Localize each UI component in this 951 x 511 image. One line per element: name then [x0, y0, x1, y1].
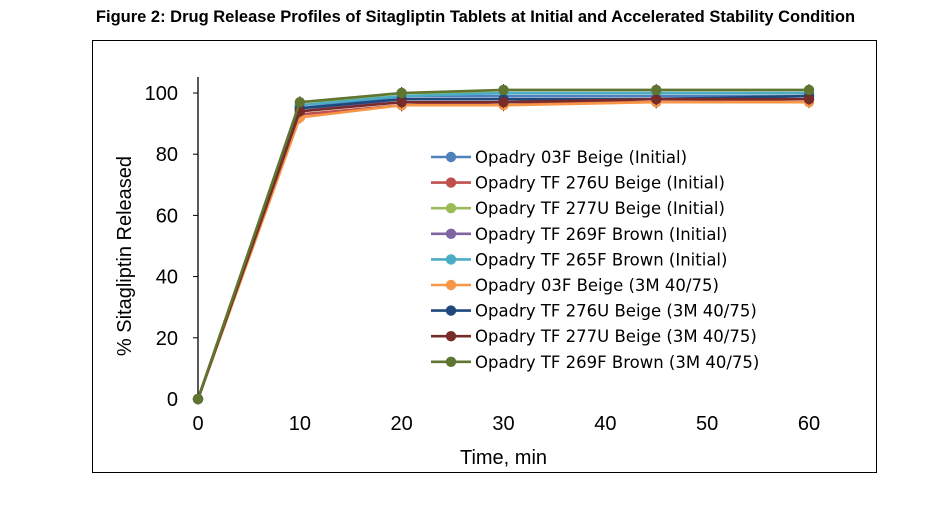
data-point: [651, 84, 662, 96]
series-line: [196, 100, 809, 400]
x-tick-label: 20: [391, 413, 413, 435]
legend-swatch-marker: [445, 279, 457, 291]
series-line: [196, 97, 809, 400]
series-9: [192, 83, 815, 405]
data-point: [396, 87, 407, 99]
legend-item: Opadry TF 276U Beige (Initial): [431, 174, 725, 193]
y-tick-label: 80: [156, 144, 178, 166]
legend-swatch-marker: [445, 356, 457, 367]
y-tick-label: 40: [156, 267, 178, 289]
legend-label: Opadry TF 265F Brown (Initial): [475, 250, 727, 269]
legend-item: Opadry TF 269F Brown (3M 40/75): [431, 353, 759, 372]
legend-item: Opadry TF 269F Brown (Initial): [431, 225, 727, 244]
figure-title: Figure 2: Drug Release Profiles of Sitag…: [95, 8, 856, 26]
y-tick-label: 100: [145, 83, 178, 105]
legend-swatch-marker: [445, 177, 457, 188]
line-chart: 0 20 40 60 80 100 0 10 20 30 40 50 60 Time, min % Si…: [114, 77, 820, 469]
legend-label: Opadry 03F Beige (3M 40/75): [475, 276, 719, 295]
y-axis-title: % Sitagliptin Released: [114, 156, 136, 356]
legend-item: Opadry 03F Beige (Initial): [431, 148, 687, 167]
legend-label: Opadry TF 276U Beige (3M 40/75): [475, 302, 757, 321]
legend-item: Opadry TF 277U Beige (Initial): [431, 199, 725, 218]
series-line: [196, 88, 809, 400]
data-point: [803, 84, 815, 96]
x-axis-title: Time, min: [460, 447, 547, 469]
series-lines: [192, 83, 815, 405]
data-point: [803, 93, 815, 105]
legend-label: Opadry TF 277U Beige (3M 40/75): [475, 327, 757, 346]
axes: 0 20 40 60 80 100 0 10 20 30 40 50 60: [145, 77, 820, 435]
legend-label: Opadry TF 277U Beige (Initial): [475, 199, 725, 218]
legend-item: Opadry 03F Beige (3M 40/75): [431, 276, 719, 295]
y-tick-label: 60: [156, 205, 178, 227]
x-tick-label: 60: [798, 413, 820, 435]
x-tick-label: 0: [192, 413, 203, 435]
data-point: [651, 93, 662, 105]
legend-item: Opadry TF 276U Beige (3M 40/75): [431, 302, 757, 321]
legend-item: Opadry TF 265F Brown (Initial): [431, 250, 727, 269]
x-tick-label: 30: [492, 413, 514, 435]
legend-swatch-marker: [445, 305, 457, 316]
data-point: [498, 96, 509, 108]
legend-label: Opadry TF 276U Beige (Initial): [475, 174, 725, 193]
legend-label: Opadry TF 269F Brown (Initial): [475, 225, 727, 244]
legend-swatch-marker: [445, 331, 457, 342]
x-tick-label: 50: [696, 413, 718, 435]
legend-swatch-marker: [445, 228, 457, 239]
legend-label: Opadry 03F Beige (Initial): [475, 148, 687, 167]
x-tick-label: 40: [594, 413, 616, 435]
y-tick-label: 20: [156, 328, 178, 350]
data-point: [396, 96, 407, 108]
y-tick-label: 0: [167, 389, 178, 411]
legend-swatch-marker: [445, 254, 457, 265]
legend-swatch-marker: [445, 151, 457, 163]
x-tick-label: 10: [289, 413, 311, 435]
legend-item: Opadry TF 277U Beige (3M 40/75): [431, 327, 757, 346]
data-point: [294, 96, 306, 108]
legend: Opadry 03F Beige (Initial) Opadry TF 276U…: [431, 148, 759, 372]
legend-label: Opadry TF 269F Brown (3M 40/75): [475, 353, 759, 372]
data-point: [192, 393, 204, 405]
data-point: [498, 84, 509, 96]
legend-swatch-marker: [445, 203, 457, 214]
chart-area: 0 20 40 60 80 100 0 10 20 30 40 50 60 Time, min % Si…: [92, 40, 877, 473]
